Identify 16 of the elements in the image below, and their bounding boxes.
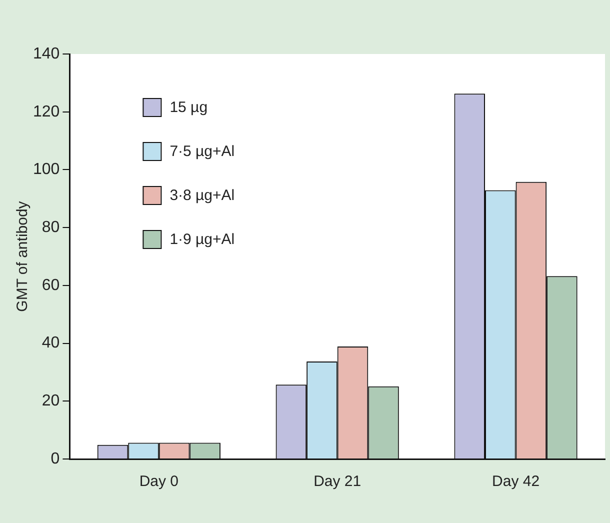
legend-label: 15 µg [170, 99, 208, 116]
y-tick-label: 80 [42, 218, 60, 236]
y-tick-label: 40 [42, 334, 60, 352]
legend-label: 3·8 µg+Al [170, 187, 235, 204]
x-tick-label: Day 21 [314, 473, 362, 490]
legend-label: 1·9 µg+Al [170, 231, 235, 248]
y-axis-title: GMT of antibody [14, 200, 32, 312]
y-tick-label: 20 [42, 392, 60, 410]
y-tick-label: 60 [42, 276, 60, 294]
y-tick-label: 100 [32, 161, 60, 178]
legend-label: 7·5 µg+Al [170, 143, 235, 160]
y-tick-label: 140 [32, 45, 60, 62]
x-tick-label: Day 42 [492, 473, 540, 490]
y-tick-label: 0 [50, 450, 60, 468]
y-tick-label: 120 [32, 103, 60, 120]
x-tick-label: Day 0 [139, 473, 179, 490]
